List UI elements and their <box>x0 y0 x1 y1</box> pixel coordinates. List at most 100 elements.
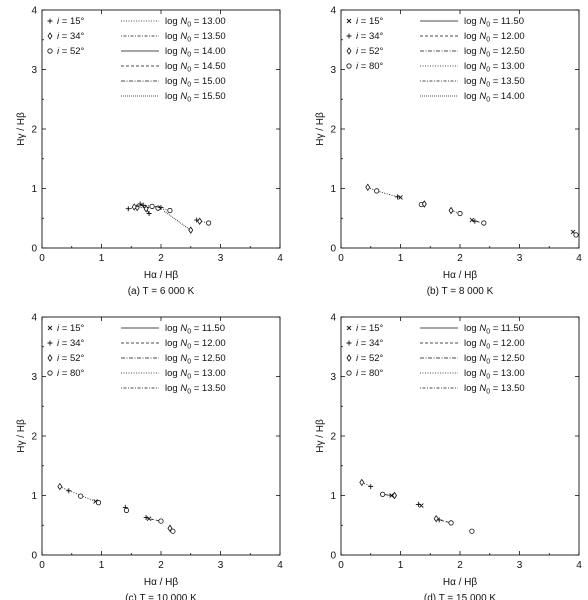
y-tick-label: 4 <box>330 6 336 17</box>
legend-n-subscript: 0 <box>486 97 490 104</box>
y-axis-label: Hγ / Hβ <box>16 112 27 146</box>
data-series <box>469 217 487 226</box>
marker-cross <box>389 493 394 498</box>
y-tick-label: 4 <box>31 6 37 17</box>
legend-n-value: = 14.00 <box>191 46 226 57</box>
x-tick-label: 4 <box>277 253 283 264</box>
legend-line-entry: log N0 = 13.50 <box>121 31 226 44</box>
legend-marker-label: i = 34° <box>356 338 384 349</box>
series-line <box>163 210 192 231</box>
legend-log-text: log <box>464 16 479 27</box>
data-series <box>433 514 454 526</box>
legend-log-text: log <box>165 353 180 364</box>
legend-log-text: log <box>165 76 180 87</box>
legend-line-entry: log N0 = 13.00 <box>121 16 226 29</box>
marker-plus <box>47 18 53 24</box>
marker-diamond <box>433 514 439 523</box>
legend-n-symbol: N <box>180 31 187 42</box>
marker-cross <box>346 18 352 24</box>
legend-marker-label: i = 15° <box>57 323 85 334</box>
data-series <box>418 200 427 208</box>
legend-inclination-symbol: i <box>356 46 359 57</box>
legend-line-entry: log N0 = 12.50 <box>420 353 525 366</box>
x-axis-label: Hα / Hβ <box>144 270 179 281</box>
legend-line-entry: log N0 = 13.00 <box>420 368 525 381</box>
legend-n-symbol: N <box>479 31 486 42</box>
marker-diamond <box>421 200 427 208</box>
legend-log-text: log <box>464 368 479 379</box>
legend-n-value: = 13.50 <box>191 31 226 42</box>
marker-cross <box>419 503 424 508</box>
legend-n-value: = 12.50 <box>490 353 525 364</box>
legend-line-label: log N0 = 14.00 <box>165 46 226 59</box>
legend-n-subscript: 0 <box>486 37 490 44</box>
legend-n-symbol: N <box>479 61 486 72</box>
marker-circle <box>448 520 454 526</box>
legend-line-label: log N0 = 12.00 <box>165 338 226 351</box>
legend-marker-entry: i = 15° <box>47 16 85 27</box>
legend-inclination-value: = 34° <box>59 31 84 42</box>
legend-n-value: = 12.50 <box>490 46 525 57</box>
legend-marker-entry: i = 15° <box>47 323 85 334</box>
y-tick-label: 4 <box>31 313 37 324</box>
x-tick-label: 2 <box>158 253 164 264</box>
data-series <box>359 478 374 490</box>
x-tick-label: 2 <box>457 560 463 571</box>
legend-line-label: log N0 = 13.50 <box>165 383 226 396</box>
legend-marker-label: i = 52° <box>57 46 85 57</box>
x-tick-label: 3 <box>218 253 224 264</box>
legend-n-symbol: N <box>479 383 486 394</box>
legend-line-label: log N0 = 13.50 <box>464 76 525 89</box>
legend-n-symbol: N <box>479 76 486 87</box>
legend-n-subscript: 0 <box>187 22 191 29</box>
marker-diamond <box>47 32 53 40</box>
legend-n-value: = 13.50 <box>490 383 525 394</box>
marker-diamond <box>346 47 352 55</box>
legend-line-entry: log N0 = 13.00 <box>121 368 226 381</box>
legend-marker-entry: i = 80° <box>47 368 85 379</box>
legend-n-symbol: N <box>479 368 486 379</box>
legend-marker-label: i = 15° <box>57 16 85 27</box>
legend-n-subscript: 0 <box>486 374 490 381</box>
legend-n-subscript: 0 <box>187 52 191 59</box>
legend-n-symbol: N <box>479 91 486 102</box>
legend-n-subscript: 0 <box>486 389 490 396</box>
legend-line-label: log N0 = 11.50 <box>464 16 524 29</box>
legend-inclination-symbol: i <box>356 368 359 379</box>
legend-inclination-value: = 52° <box>358 353 383 364</box>
legend-log-text: log <box>165 16 180 27</box>
x-tick-label: 2 <box>158 560 164 571</box>
legend-marker-label: i = 80° <box>356 368 384 379</box>
data-series <box>415 501 424 508</box>
x-tick-label: 4 <box>576 253 582 264</box>
data-series <box>122 504 130 513</box>
legend-n-symbol: N <box>180 383 187 394</box>
legend-line-entry: log N0 = 11.50 <box>420 16 524 29</box>
legend-log-text: log <box>464 61 479 72</box>
legend-log-text: log <box>464 353 479 364</box>
marker-diamond <box>392 491 398 500</box>
y-axis-label: Hγ / Hβ <box>16 419 27 453</box>
marker-circle <box>346 63 352 69</box>
legend-line-label: log N0 = 13.00 <box>165 368 226 381</box>
legend-n-symbol: N <box>180 353 187 364</box>
legend-n-symbol: N <box>479 46 486 57</box>
legend-line-label: log N0 = 15.00 <box>165 76 226 89</box>
marker-diamond <box>346 354 352 362</box>
legend-n-subscript: 0 <box>486 359 490 366</box>
legend-n-subscript: 0 <box>187 97 191 104</box>
legend-n-symbol: N <box>479 323 486 334</box>
marker-plus <box>125 206 131 212</box>
data-series <box>163 210 194 234</box>
legend-line-label: log N0 = 13.00 <box>165 16 226 29</box>
x-tick-label: 2 <box>457 253 463 264</box>
y-tick-label: 2 <box>31 432 37 443</box>
x-tick-label: 3 <box>218 560 224 571</box>
legend-marker-entry: i = 34° <box>47 338 85 349</box>
data-series <box>380 491 398 500</box>
marker-plus <box>395 194 401 200</box>
marker-circle <box>573 232 579 238</box>
legend-line-label: log N0 = 14.50 <box>165 61 226 74</box>
legend-inclination-symbol: i <box>57 353 60 364</box>
legend-n-subscript: 0 <box>486 329 490 336</box>
